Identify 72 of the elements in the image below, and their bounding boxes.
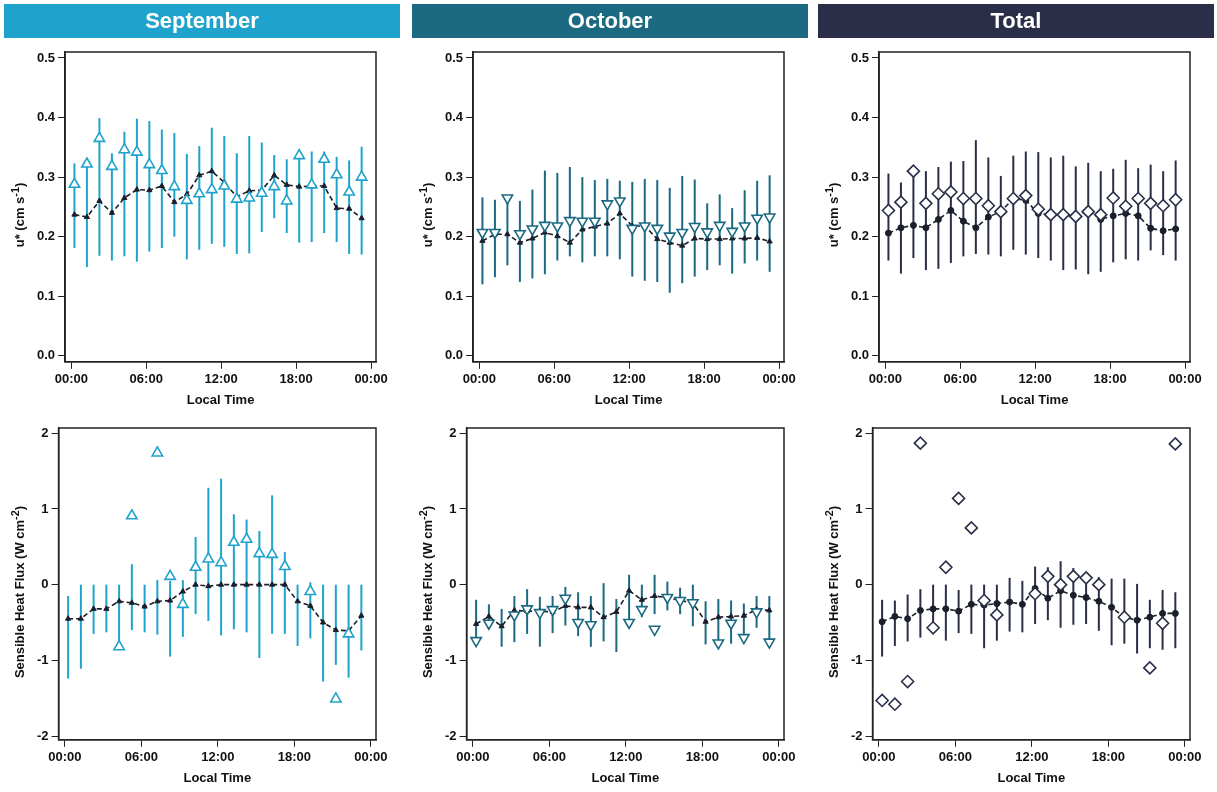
- x-axis-title: Local Time: [183, 769, 252, 785]
- y-tick-label: 1: [41, 500, 49, 516]
- x-tick-label: 00:00: [762, 749, 796, 765]
- y-tick-label: 0.0: [850, 347, 870, 363]
- y-tick-label: 1: [449, 500, 457, 516]
- y-tick-label: 0.3: [36, 168, 56, 184]
- y-tick-label: 0: [855, 576, 863, 592]
- x-tick-label: 12:00: [612, 371, 646, 387]
- x-tick-label: 06:00: [938, 749, 973, 765]
- chart-title: September: [4, 4, 400, 38]
- y-tick-label: 0.4: [850, 109, 870, 125]
- y-tick-label: -1: [851, 651, 863, 667]
- x-tick-label: 18:00: [277, 749, 312, 765]
- y-tick-label: 0.3: [850, 168, 870, 184]
- y-tick-label: 2: [449, 424, 457, 440]
- y-tick-label: 0.3: [444, 168, 464, 184]
- x-tick-label: 00:00: [48, 749, 82, 765]
- x-axis-title: Local Time: [997, 769, 1066, 785]
- y-tick-label: 0.0: [444, 347, 464, 363]
- y-tick-label: -2: [37, 727, 49, 743]
- y-tick-label: 0.1: [444, 287, 464, 303]
- x-tick-label: 06:00: [943, 371, 977, 387]
- y-tick-label: -2: [445, 727, 457, 743]
- x-tick-label: 18:00: [1091, 749, 1126, 765]
- y-tick-label: 0.2: [36, 228, 56, 244]
- x-tick-label: 12:00: [1018, 371, 1052, 387]
- x-tick-label: 18:00: [1093, 371, 1127, 387]
- x-axis-title: Local Time: [1000, 391, 1069, 407]
- x-tick-label: 06:00: [532, 749, 567, 765]
- x-tick-label: 00:00: [862, 749, 896, 765]
- x-tick-label: 00:00: [1168, 371, 1202, 387]
- y-tick-label: 2: [855, 424, 863, 440]
- y-tick-label: 0.4: [36, 109, 56, 125]
- x-tick-label: 06:00: [129, 371, 163, 387]
- y-tick-label: 0: [41, 576, 49, 592]
- y-tick-label: 2: [41, 424, 49, 440]
- y-tick-label: 0.1: [850, 287, 870, 303]
- x-tick-label: 06:00: [537, 371, 571, 387]
- x-tick-label: 00:00: [354, 371, 388, 387]
- y-tick-label: 1: [855, 500, 863, 516]
- x-axis-title: Local Time: [591, 769, 660, 785]
- y-tick-label: -2: [851, 727, 863, 743]
- chart-title: October: [412, 4, 808, 38]
- y-tick-label: 0.2: [850, 228, 870, 244]
- x-tick-label: 12:00: [204, 371, 238, 387]
- y-tick-label: 0.4: [444, 109, 464, 125]
- x-tick-label: 00:00: [456, 749, 490, 765]
- x-tick-label: 18:00: [685, 749, 720, 765]
- x-tick-label: 00:00: [1168, 749, 1202, 765]
- x-tick-label: 12:00: [201, 749, 235, 765]
- x-axis-title: Local Time: [594, 391, 663, 407]
- x-axis-title: Local Time: [186, 391, 255, 407]
- y-tick-label: 0.5: [444, 49, 464, 65]
- y-tick-label: 0: [449, 576, 457, 592]
- x-tick-label: 18:00: [687, 371, 721, 387]
- y-tick-label: -1: [445, 651, 457, 667]
- x-tick-label: 00:00: [54, 371, 88, 387]
- x-tick-label: 18:00: [279, 371, 313, 387]
- x-tick-label: 12:00: [609, 749, 643, 765]
- x-tick-label: 00:00: [762, 371, 796, 387]
- x-tick-label: 00:00: [868, 371, 902, 387]
- y-tick-label: 0.5: [36, 49, 56, 65]
- y-tick-label: 0.0: [36, 347, 56, 363]
- chart-title: Total: [818, 4, 1214, 38]
- y-tick-label: 0.1: [36, 287, 56, 303]
- y-tick-label: 0.5: [850, 49, 870, 65]
- y-tick-label: 0.2: [444, 228, 464, 244]
- x-tick-label: 00:00: [462, 371, 496, 387]
- x-tick-label: 06:00: [124, 749, 159, 765]
- x-tick-label: 00:00: [354, 749, 388, 765]
- y-tick-label: -1: [37, 651, 49, 667]
- x-tick-label: 12:00: [1015, 749, 1049, 765]
